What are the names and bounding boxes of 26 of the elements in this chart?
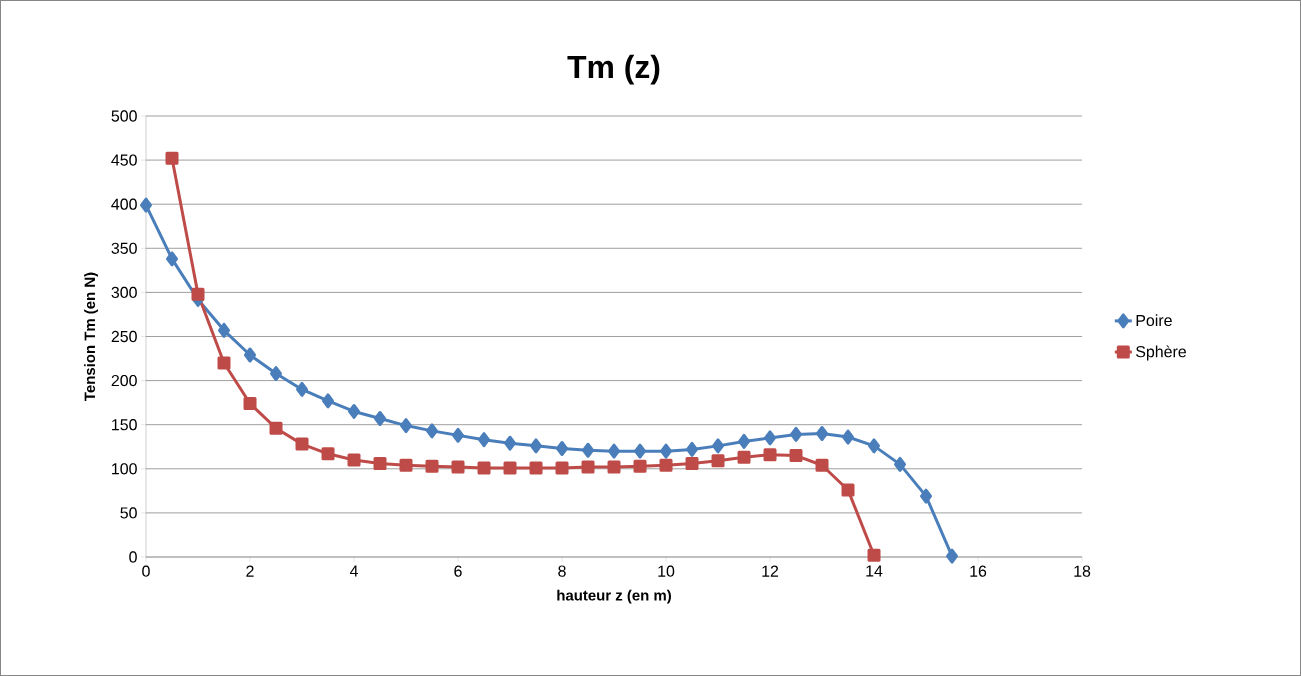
y-tick-label: 100 [112, 463, 137, 475]
y-axis-title: Tension Tm (en N) [84, 272, 99, 401]
y-tick-label: 200 [111, 374, 137, 387]
y-tick-label: 300 [111, 286, 137, 299]
chart-title: Tm (z) [567, 54, 660, 85]
y-tick-label: 150 [112, 419, 137, 431]
y-tick-label: 450 [111, 154, 137, 166]
y-tick-label: 0 [129, 551, 137, 563]
y-tick-label: 250 [111, 330, 137, 343]
x-tick-label: 14 [866, 565, 883, 577]
x-tick-label: 2 [246, 565, 254, 577]
x-tick-label: 10 [658, 565, 675, 577]
y-tick-label: 500 [111, 110, 137, 122]
legend-label: Sphère [1136, 345, 1186, 361]
x-tick-label: 0 [142, 565, 150, 577]
legend-label: Poire [1136, 314, 1172, 327]
x-tick-label: 6 [454, 565, 462, 577]
y-tick-label: 350 [111, 242, 137, 254]
x-tick-label: 4 [349, 565, 358, 577]
x-tick-label: 16 [970, 565, 987, 577]
y-tick-label: 50 [120, 507, 137, 519]
x-axis-title: hauteur z (en m) [557, 589, 671, 604]
x-tick-label: 18 [1074, 565, 1091, 577]
y-tick-label: 400 [111, 198, 137, 210]
x-tick-label: 12 [762, 565, 779, 577]
x-tick-label: 8 [558, 565, 566, 577]
